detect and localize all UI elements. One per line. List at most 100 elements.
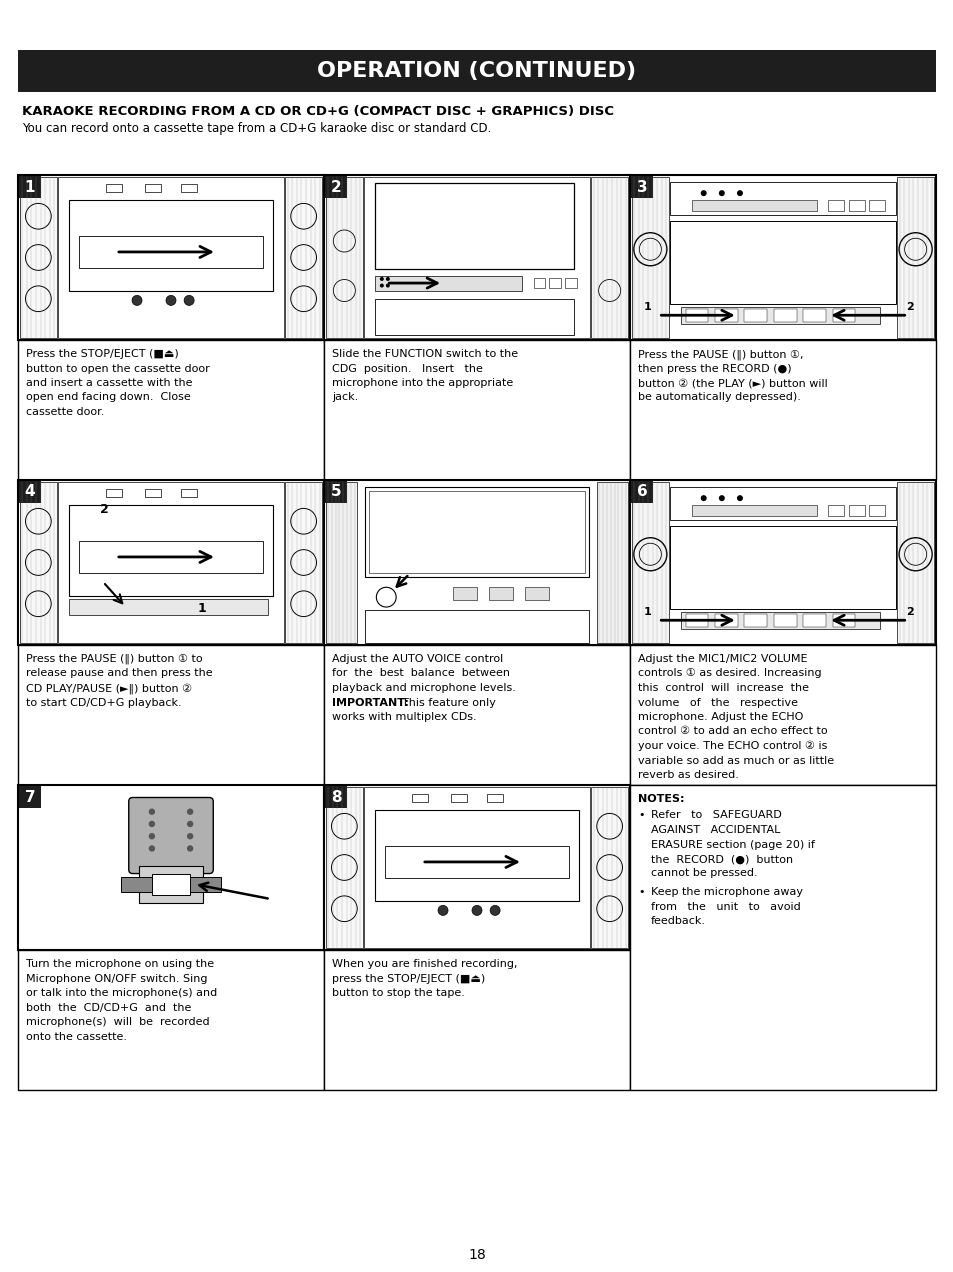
- Text: both  the  CD/CD+G  and  the: both the CD/CD+G and the: [26, 1002, 192, 1013]
- Bar: [669, 527, 895, 609]
- Bar: [897, 482, 933, 644]
- Bar: [363, 787, 590, 948]
- Bar: [773, 614, 796, 627]
- Text: release pause and then press the: release pause and then press the: [26, 669, 213, 678]
- Bar: [79, 541, 262, 572]
- Bar: [79, 237, 262, 268]
- Text: your voice. The ECHO control ② is: your voice. The ECHO control ② is: [638, 742, 826, 752]
- Bar: [181, 490, 197, 497]
- Text: 18: 18: [468, 1248, 485, 1262]
- Bar: [630, 481, 652, 502]
- Bar: [533, 277, 544, 287]
- Bar: [451, 794, 466, 803]
- Bar: [743, 614, 766, 627]
- Bar: [152, 874, 190, 894]
- Text: onto the cassette.: onto the cassette.: [26, 1032, 127, 1042]
- Bar: [285, 177, 322, 338]
- Text: 8: 8: [331, 790, 341, 804]
- Text: to start CD/CD+G playback.: to start CD/CD+G playback.: [26, 697, 181, 707]
- Bar: [591, 787, 627, 948]
- Bar: [324, 950, 629, 1090]
- Bar: [743, 309, 766, 322]
- Text: reverb as desired.: reverb as desired.: [638, 770, 739, 780]
- Bar: [18, 950, 324, 1090]
- Bar: [802, 309, 825, 322]
- Bar: [18, 340, 324, 480]
- Text: Refer   to   SAFEGUARD: Refer to SAFEGUARD: [650, 810, 781, 820]
- Bar: [832, 309, 855, 322]
- Text: Adjust the MIC1/MIC2 VOLUME: Adjust the MIC1/MIC2 VOLUME: [638, 654, 806, 664]
- Circle shape: [700, 495, 706, 501]
- Bar: [106, 490, 122, 497]
- Bar: [285, 482, 322, 644]
- Circle shape: [385, 284, 390, 287]
- Text: 4: 4: [25, 485, 35, 500]
- Bar: [19, 481, 41, 502]
- Bar: [69, 505, 273, 595]
- Bar: [18, 176, 324, 340]
- Text: Slide the FUNCTION switch to the: Slide the FUNCTION switch to the: [332, 349, 517, 359]
- Bar: [629, 645, 935, 785]
- Circle shape: [166, 295, 175, 305]
- Bar: [325, 176, 347, 198]
- Bar: [145, 490, 161, 497]
- Bar: [375, 183, 574, 270]
- Text: button to stop the tape.: button to stop the tape.: [332, 988, 464, 999]
- Text: 1: 1: [197, 602, 206, 616]
- Text: works with multiplex CDs.: works with multiplex CDs.: [332, 712, 476, 722]
- Bar: [453, 588, 476, 600]
- Text: control ② to add an echo effect to: control ② to add an echo effect to: [638, 726, 827, 736]
- Bar: [375, 276, 521, 290]
- Text: Press the STOP/EJECT (■⏏): Press the STOP/EJECT (■⏏): [26, 349, 178, 359]
- Bar: [363, 177, 590, 338]
- Bar: [487, 794, 502, 803]
- Text: from   the   unit   to   avoid: from the unit to avoid: [650, 902, 800, 912]
- Bar: [597, 482, 627, 644]
- Bar: [629, 785, 935, 1090]
- Bar: [692, 505, 816, 516]
- Text: AGAINST   ACCIDENTAL: AGAINST ACCIDENTAL: [650, 826, 780, 834]
- Circle shape: [736, 190, 742, 196]
- Text: Keep the microphone away: Keep the microphone away: [650, 887, 802, 897]
- Text: for  the  best  balance  between: for the best balance between: [332, 669, 510, 678]
- Bar: [629, 480, 935, 645]
- Circle shape: [188, 809, 193, 814]
- Text: 2: 2: [100, 504, 109, 516]
- Bar: [549, 277, 560, 287]
- Text: controls ① as desired. Increasing: controls ① as desired. Increasing: [638, 669, 821, 678]
- Text: Adjust the AUTO VOICE control: Adjust the AUTO VOICE control: [332, 654, 503, 664]
- Bar: [324, 480, 629, 645]
- Bar: [631, 482, 668, 644]
- Text: OPERATION (CONTINUED): OPERATION (CONTINUED): [317, 61, 636, 81]
- Bar: [715, 309, 737, 322]
- Bar: [685, 614, 707, 627]
- Text: 1: 1: [642, 303, 650, 312]
- Bar: [181, 184, 197, 192]
- Text: This feature only: This feature only: [395, 697, 496, 707]
- Bar: [325, 481, 347, 502]
- Bar: [58, 482, 284, 644]
- Circle shape: [490, 906, 499, 916]
- Bar: [326, 482, 356, 644]
- Circle shape: [132, 600, 142, 611]
- Bar: [524, 588, 548, 600]
- Bar: [868, 200, 884, 211]
- Text: Press the PAUSE (‖) button ①,: Press the PAUSE (‖) button ①,: [638, 349, 802, 360]
- Text: and insert a cassette with the: and insert a cassette with the: [26, 378, 193, 388]
- Text: CD PLAY/PAUSE (►‖) button ②: CD PLAY/PAUSE (►‖) button ②: [26, 683, 192, 693]
- Text: press the STOP/EJECT (■⏏): press the STOP/EJECT (■⏏): [332, 973, 485, 983]
- Bar: [369, 491, 584, 574]
- Text: microphone(s)  will  be  recorded: microphone(s) will be recorded: [26, 1018, 210, 1027]
- Bar: [58, 177, 284, 338]
- Text: microphone into the appropriate: microphone into the appropriate: [332, 378, 513, 388]
- Text: •: •: [638, 810, 644, 820]
- Bar: [630, 176, 652, 198]
- Bar: [19, 176, 41, 198]
- Circle shape: [132, 295, 142, 305]
- Bar: [680, 307, 880, 323]
- Bar: [19, 786, 41, 808]
- Bar: [69, 599, 268, 616]
- FancyBboxPatch shape: [129, 798, 213, 874]
- Bar: [692, 200, 816, 211]
- Bar: [364, 487, 589, 577]
